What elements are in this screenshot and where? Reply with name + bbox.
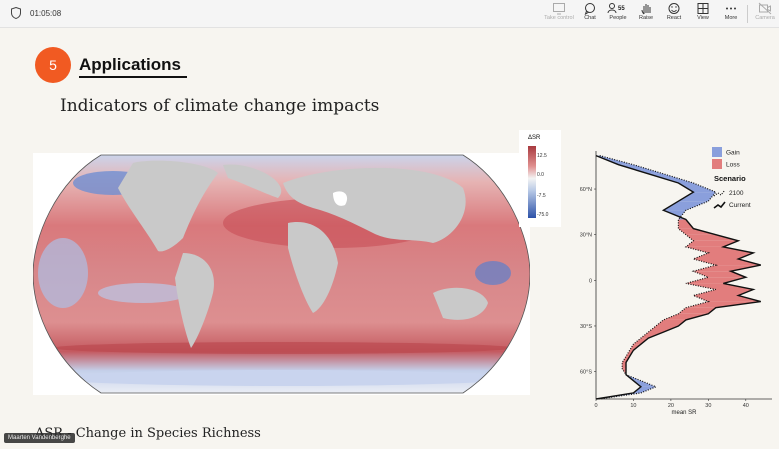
- chat-icon: [584, 3, 595, 15]
- raise-hand-icon: [641, 4, 651, 15]
- richness-change-band: [685, 301, 761, 308]
- richness-change-band: [625, 374, 641, 381]
- mean-sr-chart: 60°N 30°N 0 30°S 60°S 0 10 20 30 40 mean SR Gain Los…: [580, 147, 772, 416]
- react-button[interactable]: React: [666, 2, 682, 26]
- meeting-timer: 01:05:08: [30, 9, 62, 18]
- richness-change-band: [648, 325, 679, 333]
- map-legend-label: -7.5: [537, 193, 546, 199]
- richness-change-band: [678, 219, 694, 229]
- richness-change-band: [625, 350, 634, 357]
- richness-change-band: [693, 295, 761, 302]
- richness-change-band: [655, 319, 686, 326]
- camera-label: Camera: [755, 15, 775, 21]
- legend-line-sample: [713, 189, 726, 197]
- richness-change-band: [693, 252, 754, 260]
- world-map-svg: [32, 154, 531, 394]
- legend-swatch: [712, 159, 722, 169]
- richness-change-band: [663, 313, 709, 320]
- x-tick-label: 0: [594, 403, 597, 409]
- legend-line-label: 2100: [729, 190, 744, 197]
- slide-footer: ΔSR - Change in Species Richness: [35, 426, 261, 441]
- legend-scenario-title: Scenario: [714, 174, 746, 183]
- x-tick-label: 20: [668, 403, 674, 409]
- more-label: More: [724, 15, 738, 21]
- view-label: View: [697, 15, 709, 21]
- richness-change-band: [678, 307, 716, 314]
- raise-hand-label: Raise: [638, 15, 654, 21]
- meeting-toolbar: 01:05:08 Take control Chat 55 People Rai…: [0, 0, 779, 28]
- legend-label: Loss: [726, 162, 740, 169]
- more-icon: [726, 7, 736, 10]
- series-line-2100: [599, 155, 719, 400]
- legend-swatch: [712, 147, 722, 157]
- richness-change-band: [678, 192, 716, 202]
- legend-label: Gain: [726, 150, 740, 157]
- take-control-button: Take control: [542, 2, 576, 26]
- map-legend-title: ΔSR: [528, 135, 541, 141]
- richness-change-band: [685, 246, 754, 253]
- richness-change-band: [648, 173, 694, 183]
- react-icon: [668, 3, 680, 14]
- map-legend-label: -75.0: [537, 212, 549, 218]
- species-richness-map: [32, 153, 531, 395]
- toolbar-divider: [747, 5, 748, 23]
- richness-change-band: [622, 356, 630, 363]
- map-legend: [519, 130, 561, 227]
- series-line-current: [595, 154, 761, 400]
- x-axis-label: mean SR: [671, 410, 697, 416]
- richness-change-band: [693, 265, 761, 272]
- view-icon: [697, 3, 709, 14]
- richness-change-band: [633, 386, 656, 393]
- people-icon: 55: [607, 3, 625, 14]
- richness-change-band: [663, 201, 709, 211]
- legend-line-sample: [713, 201, 726, 209]
- camera-button: Camera: [752, 2, 778, 26]
- richness-change-band: [685, 240, 739, 247]
- legend-line-label: Current: [729, 202, 751, 209]
- richness-change-band: [633, 380, 656, 387]
- people-button[interactable]: 55 People: [606, 2, 630, 26]
- view-button[interactable]: View: [695, 2, 711, 26]
- y-tick-label: 0: [589, 278, 592, 284]
- section-title: Applications: [79, 55, 182, 74]
- camera-icon: [758, 2, 772, 15]
- y-tick-label: 30°S: [580, 324, 592, 330]
- y-tick-label: 60°S: [580, 370, 592, 376]
- react-label: React: [666, 15, 682, 21]
- richness-change-band: [663, 210, 686, 220]
- richness-change-band: [622, 362, 626, 369]
- richness-change-band: [685, 277, 746, 284]
- take-control-label: Take control: [544, 15, 574, 21]
- section-number-badge: 5: [35, 47, 71, 83]
- y-tick-label: 60°N: [580, 187, 592, 193]
- richness-change-band: [618, 164, 664, 174]
- chat-label: Chat: [584, 15, 596, 21]
- take-control-icon: [553, 3, 565, 15]
- more-button[interactable]: More: [723, 2, 739, 26]
- richness-change-band: [685, 234, 739, 241]
- participant-count: 55: [618, 6, 625, 12]
- map-legend-label: 12.5: [537, 153, 547, 159]
- chat-button[interactable]: Chat: [582, 2, 598, 26]
- map-legend-label: 0.0: [537, 172, 544, 178]
- x-tick-label: 30: [705, 403, 711, 409]
- raise-hand-button[interactable]: Raise: [638, 2, 654, 26]
- richness-change-band: [693, 289, 754, 296]
- slide-subtitle: Indicators of climate change impacts: [60, 96, 380, 116]
- richness-change-band: [678, 182, 716, 193]
- richness-change-band: [685, 283, 754, 290]
- richness-change-band: [633, 338, 649, 345]
- x-tick-label: 10: [630, 403, 636, 409]
- section-title-underline: [79, 76, 187, 78]
- people-label: People: [609, 15, 627, 21]
- y-tick-label: 30°N: [580, 233, 592, 239]
- richness-change-band: [678, 228, 716, 235]
- speaker-name-tag: Maarten Vandenberghe: [4, 433, 75, 443]
- richness-change-band: [693, 259, 761, 266]
- map-legend-colorbar: [528, 146, 536, 218]
- shield-icon: [11, 7, 21, 19]
- x-tick-label: 40: [743, 403, 749, 409]
